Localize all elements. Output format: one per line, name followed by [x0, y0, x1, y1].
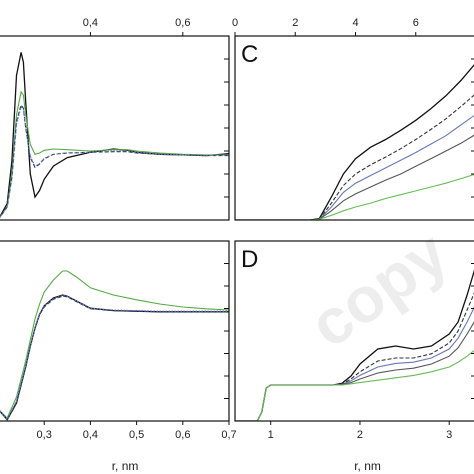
top-tick-label: 0 [232, 17, 238, 29]
series-line-5 [235, 174, 474, 220]
series-line-1 [0, 270, 229, 419]
top-tick-label: 2 [292, 17, 298, 29]
series-line-3 [0, 295, 229, 421]
watermark-text: copy [297, 217, 461, 362]
bottom-tick-label: 0,3 [37, 429, 52, 441]
bottom-tick-label: 1 [268, 429, 274, 441]
plot-frame [234, 35, 474, 221]
series-line-4 [0, 105, 229, 219]
panel-a: 0,4 0,6 [0, 17, 230, 221]
bottom-tick-label: 0,5 [129, 429, 144, 441]
top-tick-label: 4 [352, 17, 358, 29]
series-line-4 [0, 295, 229, 421]
series-line-3 [0, 103, 229, 219]
series-line-2 [0, 90, 229, 219]
series-line-2 [235, 94, 474, 220]
panel-d: 1 2 3 r, nm D [234, 240, 474, 473]
series-line-3 [235, 114, 474, 220]
panel-letter: D [241, 246, 258, 273]
top-tick-label: 6 [413, 17, 419, 29]
bottom-tick-label: 0,7 [221, 429, 236, 441]
panel-c: 0 2 4 6 C [232, 17, 474, 221]
x-axis-label: r, nm [354, 459, 381, 473]
top-tick-label: 0,6 [175, 17, 190, 29]
top-tick-label: 0,4 [83, 17, 98, 29]
series-line-5 [235, 349, 474, 421]
bottom-tick-label: 0,6 [175, 429, 190, 441]
x-axis-label: r, nm [112, 459, 139, 473]
plot-frame [234, 240, 474, 422]
series-line-1 [0, 52, 229, 218]
panel-b: 0,3 0,4 0,5 0,6 0,7 r, nm [0, 240, 237, 473]
panels-group: 0,4 0,6 0,3 0,4 0,5 0,6 0,7 r, nm 0 2 4 6 C 1 2 3 r, nm D [0, 17, 474, 473]
series-line-1 [235, 64, 474, 220]
bottom-tick-label: 3 [446, 429, 452, 441]
bottom-tick-label: 2 [357, 429, 363, 441]
bottom-tick-label: 0,4 [83, 429, 98, 441]
panel-letter: C [241, 41, 258, 68]
series-line-2 [0, 294, 229, 421]
